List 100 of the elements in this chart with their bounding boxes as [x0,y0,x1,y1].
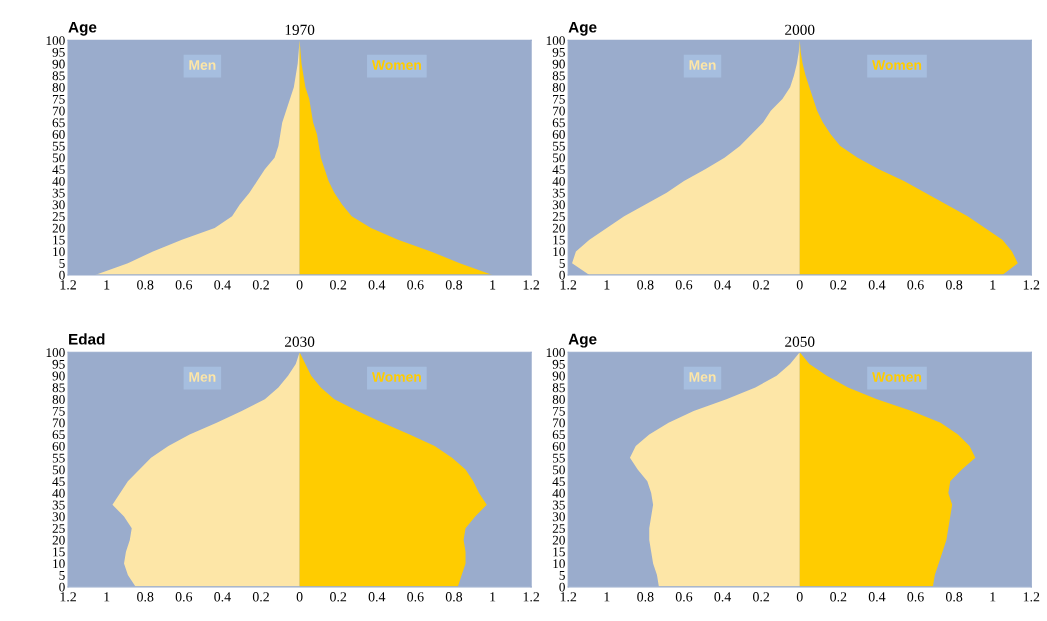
x-tick-label: 0.4 [714,280,732,290]
x-tick-label: 0.4 [214,280,231,290]
y-tick-label: 40 [52,176,65,186]
x-tick-label: 1 [104,592,110,602]
y-tick-label: 80 [552,83,565,92]
x-tick-label: 0.6 [175,280,193,290]
x-tick-label: 1 [604,280,610,290]
y-tick-label: 25 [552,212,565,221]
y-axis-title: Age [568,333,597,348]
y-tick-label: 45 [552,165,565,175]
y-tick-label: 15 [53,235,65,245]
x-tick-label: 0.8 [137,280,154,290]
y-tick-label: 60 [552,441,565,451]
y-tick-label: 5 [59,259,65,268]
y-tick-label: 20 [552,535,565,545]
y-tick-label: 40 [52,488,65,498]
x-tick-label: 0.2 [330,592,347,602]
y-tick-label: 55 [52,141,65,151]
y-tick-label: 5 [59,571,65,580]
y-tick-label: 100 [46,348,65,358]
x-tick-label: 0.2 [830,592,847,602]
x-tick-label: 0.6 [407,280,424,290]
text: Men [189,60,216,70]
y-tick-label: 10 [553,559,565,569]
y-tick-label: 75 [553,94,565,104]
y-tick-label: 15 [53,547,65,557]
x-tick-label: 1.2 [523,280,540,290]
y-tick-label: 65 [552,430,565,440]
y-tick-label: 80 [552,395,565,404]
y-tick-label: 100 [546,36,565,46]
chart-title: 2050 [785,336,815,347]
y-axis-title: Age [68,21,97,36]
x-tick-label: 0.2 [252,592,269,602]
y-tick-label: 20 [552,223,565,233]
x-tick-label: 0.8 [445,280,463,290]
x-tick-label: 1 [490,592,496,602]
y-tick-label: 50 [552,153,565,163]
y-tick-label: 90 [52,59,65,69]
x-tick-label: 0.2 [753,592,770,602]
y-tick-label: 85 [552,383,565,393]
y-tick-label: 50 [552,465,565,475]
y-tick-label: 80 [52,83,65,92]
x-tick-label: 1 [990,592,996,602]
x-tick-label: 1.2 [60,280,76,290]
x-tick-label: 1 [104,280,110,290]
y-tick-label: 95 [552,47,565,57]
y-tick-label: 85 [52,383,65,393]
chart-title: 2030 [285,336,315,347]
y-tick-label: 90 [552,371,565,381]
x-tick-label: 0.6 [407,592,424,602]
x-tick-label: 1 [604,592,610,602]
y-tick-label: 0 [59,270,65,280]
y-tick-label: 75 [52,406,65,416]
text: Women [371,372,421,382]
y-tick-label: 0 [559,270,565,280]
y-tick-label: 30 [552,200,565,210]
y-tick-label: 70 [52,418,65,428]
x-tick-label: 0.4 [368,280,386,290]
chart-title: 2000 [785,24,815,35]
y-tick-label: 5 [559,571,565,580]
y-tick-label: 100 [546,348,565,358]
y-tick-label: 35 [552,500,565,510]
y-tick-label: 30 [552,512,565,522]
y-tick-label: 60 [52,441,65,451]
y-tick-label: 85 [52,71,65,81]
x-tick-label: 0.4 [368,592,386,602]
y-axis-title: Edad [69,333,105,345]
x-tick-label: 0.8 [445,592,463,602]
x-tick-label: 0 [296,592,303,602]
series-label: Women [872,372,922,382]
y-tick-label: 15 [553,547,565,557]
y-tick-label: 45 [552,477,565,487]
x-tick-label: 0.4 [868,280,886,290]
y-tick-label: 20 [52,535,65,545]
x-tick-label: 0.6 [907,280,924,290]
x-tick-label: 1 [990,280,996,290]
x-tick-label: 0.2 [330,280,347,290]
y-tick-label: 80 [52,395,65,404]
x-tick-label: 0.4 [868,592,886,602]
y-tick-label: 90 [552,59,565,69]
x-tick-label: 0.8 [637,592,654,602]
y-tick-label: 60 [552,129,565,139]
y-tick-label: 65 [552,118,565,128]
y-tick-label: 70 [52,106,65,116]
y-tick-label: 10 [53,247,65,257]
x-tick-label: 0.6 [175,592,193,602]
y-tick-label: 75 [553,406,565,416]
y-tick-label: 0 [559,582,565,592]
y-tick-label: 30 [52,200,65,210]
y-tick-label: 10 [553,247,565,257]
y-tick-label: 10 [53,559,65,569]
y-tick-label: 65 [52,118,65,128]
y-tick-label: 85 [552,71,565,81]
y-tick-label: 45 [52,165,65,175]
series-label: Men [689,372,716,382]
y-tick-label: 95 [52,359,65,369]
x-tick-label: 0.2 [753,280,770,290]
text: Women [872,60,922,70]
y-tick-label: 25 [52,212,65,221]
y-tick-label: 65 [52,430,65,440]
